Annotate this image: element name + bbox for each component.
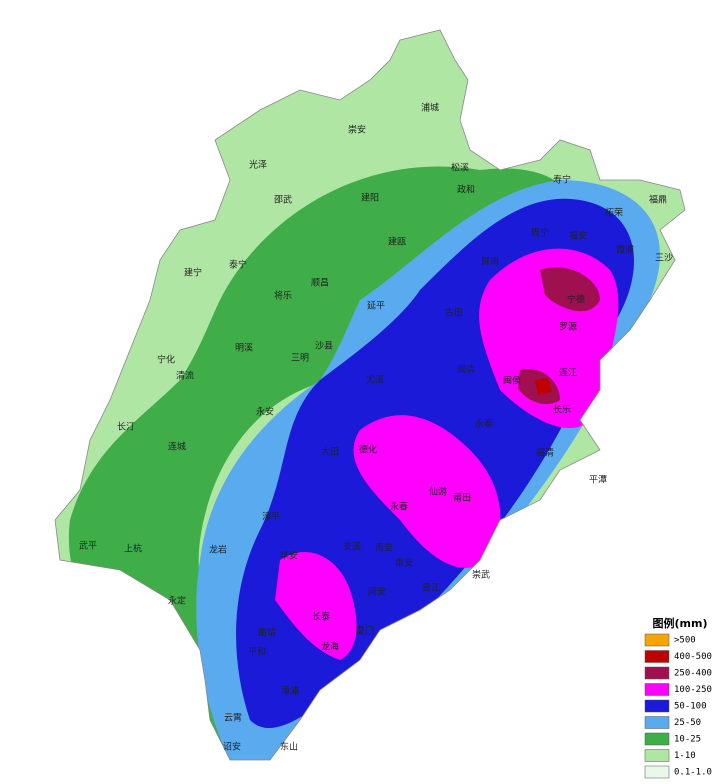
place-label: 泰宁 <box>229 259 247 271</box>
place-label: 沙县 <box>315 341 333 352</box>
place-label: 福清 <box>536 447 554 459</box>
legend-items: >500 400-500 250-400 100-250 50-100 25-50 10-2… <box>644 633 712 779</box>
place-label: 将乐 <box>274 290 292 302</box>
place-label: 福鼎 <box>649 194 667 206</box>
place-label: 莆田 <box>453 492 471 504</box>
place-label: 建阳 <box>361 192 379 204</box>
place-label: 南安 <box>375 542 393 554</box>
legend-swatch <box>644 633 670 647</box>
place-label: 明溪 <box>235 342 253 354</box>
place-label: 宁化 <box>157 354 175 366</box>
place-label: 永春 <box>390 501 408 513</box>
legend-label: 50-100 <box>674 702 707 712</box>
place-label: 浦城 <box>421 102 439 114</box>
place-label: 闽侯 <box>503 375 521 387</box>
place-label: 崇安 <box>348 124 366 136</box>
place-label: 永定 <box>168 595 186 607</box>
place-label: 武平 <box>79 540 97 552</box>
legend-label: 100-250 <box>674 685 712 695</box>
legend-label: 0.1-1.0 <box>674 768 712 778</box>
place-label: 永泰 <box>475 418 493 430</box>
place-label: 东山 <box>280 741 298 753</box>
place-label: 长汀 <box>117 421 135 433</box>
legend-swatch <box>644 666 670 680</box>
place-label: 闽清 <box>457 364 475 376</box>
place-label: 清流 <box>176 370 194 382</box>
legend-swatch <box>644 732 670 746</box>
legend-swatch <box>644 749 670 762</box>
place-label: 龙岩 <box>209 544 227 556</box>
place-label: 寿宁 <box>553 174 571 186</box>
legend-label: 400-500 <box>674 652 712 662</box>
place-label: 罗源 <box>559 322 577 333</box>
place-label: 华安 <box>280 550 298 562</box>
place-label: 德化 <box>359 444 377 456</box>
place-label: 同安 <box>368 586 386 598</box>
legend: 图例(mm) >500 400-500 250-400 100-250 50-100 25… <box>640 612 720 784</box>
place-label: 崇武 <box>472 569 490 581</box>
place-label: 大田 <box>321 446 339 458</box>
place-label: 惠安 <box>395 557 413 569</box>
legend-label: >500 <box>674 636 696 646</box>
legend-label: 10-25 <box>674 735 701 745</box>
place-label: 云霄 <box>224 713 242 724</box>
place-label: 长乐 <box>553 404 571 416</box>
place-label: 建瓯 <box>388 236 406 248</box>
place-label: 平和 <box>248 647 266 658</box>
place-label: 三沙 <box>655 253 673 264</box>
place-label: 龙海 <box>321 641 339 653</box>
legend-swatch <box>644 716 670 729</box>
place-label: 霞浦 <box>616 244 634 256</box>
place-label: 诏安 <box>223 741 241 753</box>
place-label: 平潭 <box>589 475 607 486</box>
place-label: 上杭 <box>124 543 142 555</box>
place-label: 松溪 <box>451 162 469 174</box>
place-label: 连江 <box>559 367 577 379</box>
place-label: 仙游 <box>429 486 447 498</box>
legend-label: 250-400 <box>674 669 712 679</box>
place-label: 宁德 <box>567 294 585 306</box>
place-label: 晋江 <box>422 583 440 594</box>
place-label: 漳浦 <box>281 685 299 697</box>
place-label: 延平 <box>367 300 385 312</box>
place-label: 光泽 <box>249 159 267 171</box>
place-label: 漳平 <box>262 511 280 523</box>
legend-label: 25-50 <box>674 718 701 728</box>
place-label: 长泰 <box>312 611 330 623</box>
place-label: 永安 <box>256 406 274 418</box>
place-label: 尤溪 <box>366 374 384 386</box>
place-label: 厦门 <box>356 625 374 637</box>
place-label: 古田 <box>445 307 463 319</box>
place-label: 邵武 <box>274 194 292 206</box>
place-label: 连城 <box>168 441 186 453</box>
place-label: 周宁 <box>531 227 549 239</box>
place-label: 三明 <box>291 353 309 364</box>
legend-swatch <box>644 765 670 779</box>
place-label: 南靖 <box>258 627 276 639</box>
legend-label: 1-10 <box>674 751 696 761</box>
place-label: 安溪 <box>343 541 361 553</box>
place-label: 政和 <box>457 184 475 196</box>
place-label: 柘荣 <box>605 207 623 219</box>
legend-title: 图例(mm) <box>653 616 708 630</box>
place-label: 顺昌 <box>311 278 329 289</box>
legend-swatch <box>644 650 670 663</box>
place-label: 屏南 <box>481 256 499 268</box>
place-label: 建宁 <box>184 267 202 279</box>
place-label: 福安 <box>569 230 587 242</box>
legend-swatch <box>644 699 670 713</box>
legend-swatch <box>644 683 670 696</box>
